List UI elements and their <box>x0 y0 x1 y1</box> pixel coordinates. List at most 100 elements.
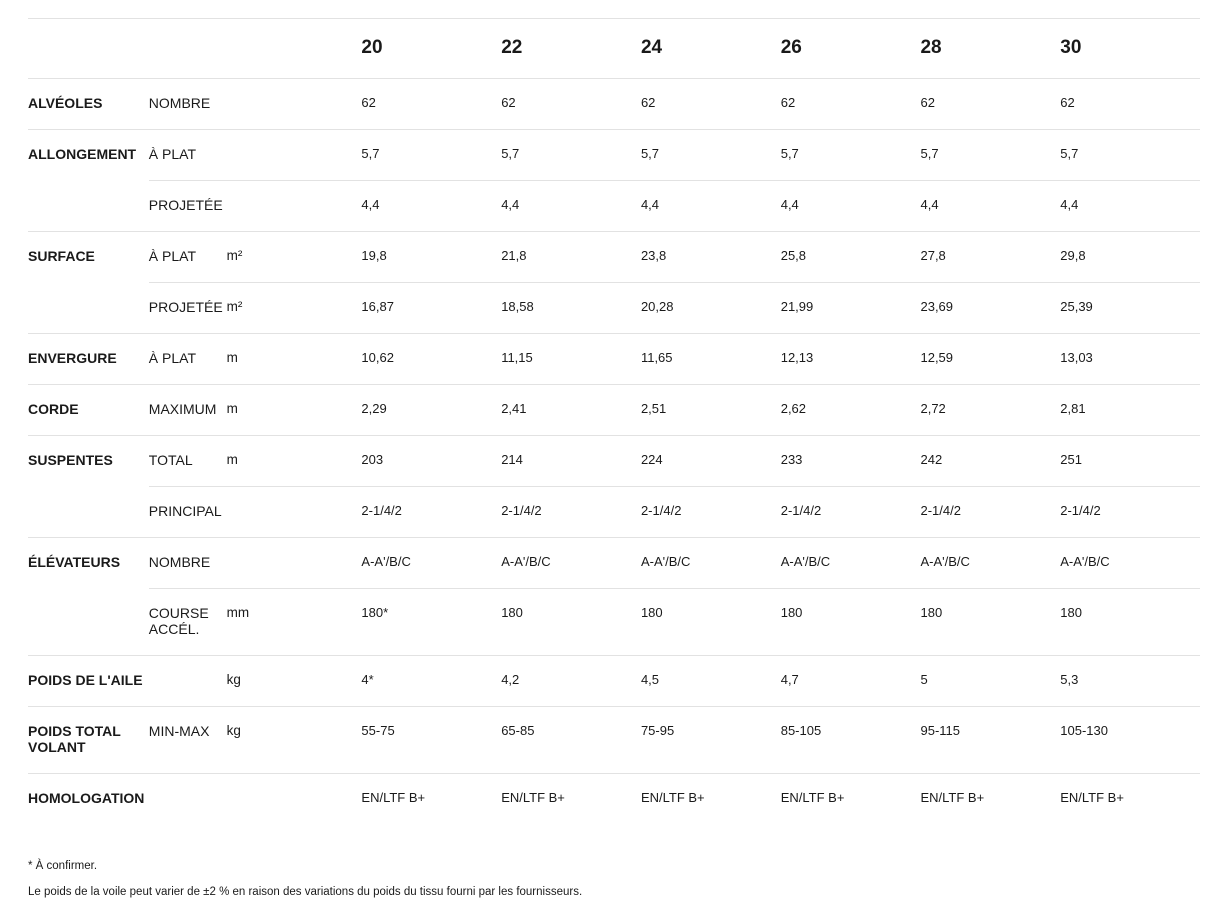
size-header: 30 <box>1060 37 1082 58</box>
group-label <box>28 486 149 503</box>
value-cell: 180* <box>361 605 389 620</box>
footnote-confirm: * À confirmer. <box>28 860 98 872</box>
value-cell: 27,8 <box>920 248 946 263</box>
value-cell: 2,29 <box>361 401 387 416</box>
value-cell: 12,59 <box>920 350 954 365</box>
value-cell: 4,5 <box>640 672 660 687</box>
value-cell: 62 <box>920 95 935 110</box>
value-cell: 4,2 <box>501 672 520 687</box>
unit-label <box>227 180 362 197</box>
group-label: CORDE <box>28 401 79 417</box>
unit-label: m <box>226 452 238 467</box>
table-row: ENVERGURE À PLAT m 10,62 11,15 11,65 12,13 12,5… <box>28 333 1200 384</box>
group-label: SUSPENTES <box>28 452 113 468</box>
value-cell: 16,87 <box>361 299 394 314</box>
value-cell: 11,65 <box>640 350 673 365</box>
value-cell: 62 <box>1060 95 1075 110</box>
sub-label: À PLAT <box>148 350 196 366</box>
group-label: ALLONGEMENT <box>28 146 137 162</box>
value-cell: A-A'/B/C <box>640 554 691 569</box>
value-cell: 13,03 <box>1060 350 1093 365</box>
value-cell: EN/LTF B+ <box>780 790 845 805</box>
value-cell: 4,4 <box>1060 197 1079 212</box>
value-cell: 214 <box>501 452 523 467</box>
group-label: ÉLÉVATEURS <box>28 554 121 570</box>
value-cell: 2-1/4/2 <box>1060 503 1101 518</box>
value-cell: 180 <box>780 605 803 620</box>
value-cell: 4,4 <box>920 197 939 212</box>
value-cell: A-A'/B/C <box>780 554 831 569</box>
value-cell: A-A'/B/C <box>501 554 551 569</box>
group-label <box>28 588 149 605</box>
value-cell: A-A'/B/C <box>920 554 970 569</box>
value-cell: 203 <box>361 452 384 467</box>
sub-label: PROJETÉE <box>148 197 223 213</box>
sub-label: À PLAT <box>148 146 196 162</box>
table-header-row: 20 22 24 26 28 30 <box>28 18 1200 78</box>
table-row: POIDS DE L'AILE kg 4* 4,2 4,5 4,7 5 5,3 <box>28 655 1200 706</box>
table-row: ÉLÉVATEURS NOMBRE A-A'/B/C A-A'/B/C A-A'/B/C… <box>28 537 1200 588</box>
value-cell: 19,8 <box>361 248 387 263</box>
sub-label: PROJETÉE <box>148 299 223 315</box>
table-row: PROJETÉE 4,4 4,4 4,4 4,4 4,4 4,4 <box>28 180 1200 231</box>
value-cell: 65-85 <box>501 723 535 738</box>
size-header: 28 <box>920 37 942 58</box>
value-cell: 5,7 <box>920 146 939 161</box>
sub-label <box>149 773 227 790</box>
value-cell: 5,7 <box>1060 146 1079 161</box>
value-cell: 62 <box>361 95 376 110</box>
unit-label: m <box>226 350 238 365</box>
value-cell: EN/LTF B+ <box>640 790 705 805</box>
value-cell: 75-95 <box>640 723 675 738</box>
value-cell: EN/LTF B+ <box>361 790 426 805</box>
size-header: 24 <box>640 37 663 58</box>
value-cell: EN/LTF B+ <box>1060 790 1124 805</box>
unit-label: m <box>226 401 238 416</box>
value-cell: 180 <box>640 605 663 620</box>
group-label: POIDS TOTAL VOLANT <box>28 723 121 755</box>
footnote-weight: Le poids de la voile peut varier de ±2 %… <box>28 886 583 898</box>
group-label: ALVÉOLES <box>28 95 103 111</box>
group-label: POIDS DE L'AILE <box>28 672 143 688</box>
value-cell: 242 <box>920 452 943 467</box>
value-cell: 5,3 <box>1060 672 1079 687</box>
value-cell: EN/LTF B+ <box>501 790 565 805</box>
value-cell: 5,7 <box>361 146 380 161</box>
size-header: 20 <box>361 37 383 58</box>
value-cell: 2-1/4/2 <box>361 503 402 518</box>
group-label <box>28 180 149 197</box>
value-cell: 18,58 <box>501 299 534 314</box>
unit-label: m² <box>226 248 243 263</box>
table-row: SURFACE À PLAT m² 19,8 21,8 23,8 25,8 27,8 29,8 <box>28 231 1200 282</box>
value-cell: 105-130 <box>1060 723 1108 738</box>
table-row: POIDS TOTAL VOLANT MIN-MAX kg 55-75 65-85 75-… <box>28 706 1200 773</box>
value-cell: 85-105 <box>780 723 822 738</box>
table-row: COURSE ACCÉL. mm 180* 180 180 180 180 180 <box>28 588 1200 655</box>
value-cell: 2,72 <box>920 401 946 416</box>
value-cell: 224 <box>640 452 663 467</box>
group-label: SURFACE <box>28 248 95 264</box>
value-cell: 2-1/4/2 <box>640 503 682 518</box>
sub-label: MIN-MAX <box>148 723 210 739</box>
size-header: 22 <box>501 37 523 58</box>
value-cell: 251 <box>1060 452 1082 467</box>
value-cell: 233 <box>780 452 803 467</box>
unit-label <box>227 486 362 503</box>
group-label: HOMOLOGATION <box>28 790 145 806</box>
sub-label: NOMBRE <box>148 95 211 111</box>
sub-label: À PLAT <box>148 248 196 264</box>
value-cell: 95-115 <box>920 723 960 738</box>
value-cell: 29,8 <box>1060 248 1086 263</box>
table-row: ALVÉOLES NOMBRE 62 62 62 62 62 62 <box>28 78 1200 129</box>
table-row: HOMOLOGATION EN/LTF B+ EN/LTF B+ EN/LTF B+ E… <box>28 773 1200 840</box>
value-cell: 12,13 <box>780 350 814 365</box>
value-cell: 4,4 <box>361 197 380 212</box>
group-label <box>28 282 149 299</box>
value-cell: 2,51 <box>640 401 667 416</box>
table-row: ALLONGEMENT À PLAT 5,7 5,7 5,7 5,7 5,7 5,7 <box>28 129 1200 180</box>
unit-label: mm <box>226 605 250 620</box>
unit-label: kg <box>226 723 241 738</box>
value-cell: 2,81 <box>1060 401 1086 416</box>
sub-label: TOTAL <box>148 452 193 468</box>
table-row: CORDE MAXIMUM m 2,29 2,41 2,51 2,62 2,72 2,81 <box>28 384 1200 435</box>
